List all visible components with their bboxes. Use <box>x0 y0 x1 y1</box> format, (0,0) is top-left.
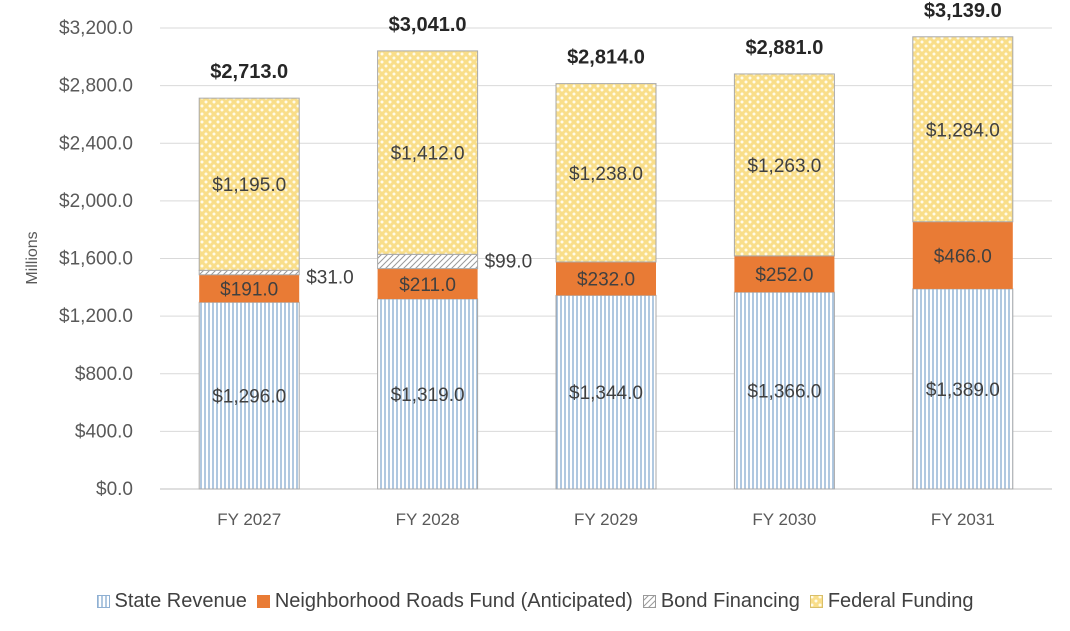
data-label-bond-financing: $99.0 <box>485 251 533 272</box>
legend-item-state-revenue: State Revenue <box>96 590 247 613</box>
data-label-state-revenue: $1,319.0 <box>391 385 465 406</box>
x-category-label: FY 2030 <box>752 510 816 529</box>
bar-segment-federal-funding <box>912 36 1014 223</box>
bars <box>198 36 1014 490</box>
y-tick-label: $1,600.0 <box>59 249 133 270</box>
legend-label-neighborhood-roads-fund: Neighborhood Roads Fund (Anticipated) <box>274 590 633 612</box>
stacked-bar-chart: $0.0 $400.0 $800.0 $1,200.0 $1,600.0 $2,000.0… <box>24 0 1052 529</box>
data-label-roads-fund: $466.0 <box>934 246 992 267</box>
data-label-roads-fund: $252.0 <box>755 265 813 286</box>
bar-segment-bond-financing <box>377 253 479 270</box>
y-tick-label: $2,800.0 <box>59 76 133 97</box>
bar-segment-federal-funding <box>555 83 657 263</box>
bar-segment-roads-fund <box>199 274 300 303</box>
y-tick-label: $2,000.0 <box>59 191 133 212</box>
bar-segment-federal-funding <box>733 73 835 257</box>
legend-item-neighborhood-roads-fund: Neighborhood Roads Fund (Anticipated) <box>256 590 633 613</box>
y-axis-title: Millions <box>24 231 41 284</box>
total-label: $2,881.0 <box>745 37 823 59</box>
y-tick-label: $800.0 <box>75 364 133 385</box>
x-category-label: FY 2029 <box>574 510 638 529</box>
data-label-state-revenue: $1,389.0 <box>926 380 1000 401</box>
total-label: $3,139.0 <box>924 0 1002 22</box>
data-label-federal-funding: $1,238.0 <box>569 164 643 185</box>
data-label-state-revenue: $1,344.0 <box>569 383 643 404</box>
bar-segment-state-revenue <box>198 301 300 490</box>
bond-financing-swatch-icon <box>642 595 656 608</box>
bar-segment-roads-fund <box>912 221 1013 289</box>
total-label: $2,814.0 <box>567 47 645 69</box>
roads-fund-swatch-icon <box>256 595 270 608</box>
y-tick-label: $1,200.0 <box>59 306 133 327</box>
bar-segment-federal-funding <box>198 97 300 271</box>
bar-segment-federal-funding <box>377 50 479 255</box>
legend-item-bond-financing: Bond Financing <box>642 590 800 613</box>
bar-segment-state-revenue <box>733 291 835 490</box>
data-label-federal-funding: $1,263.0 <box>747 156 821 177</box>
bar-segment-roads-fund <box>734 255 835 293</box>
x-category-label: FY 2031 <box>931 510 995 529</box>
data-label-federal-funding: $1,195.0 <box>212 175 286 196</box>
legend-item-federal-funding: Federal Funding <box>809 590 974 613</box>
total-label: $3,041.0 <box>389 14 467 36</box>
total-label: $2,713.0 <box>210 61 288 83</box>
y-tick-label: $400.0 <box>75 421 133 442</box>
x-category-label: FY 2028 <box>396 510 460 529</box>
data-label-federal-funding: $1,412.0 <box>391 144 465 165</box>
data-label-bond-financing: $31.0 <box>306 267 354 288</box>
bar-segment-roads-fund <box>377 268 478 299</box>
data-label-roads-fund: $191.0 <box>220 280 278 301</box>
bar-segment-bond-financing <box>198 269 300 276</box>
data-label-state-revenue: $1,296.0 <box>212 387 286 408</box>
x-category-label: FY 2027 <box>217 510 281 529</box>
data-label-federal-funding: $1,284.0 <box>926 120 1000 141</box>
y-axis-ticks: $0.0 $400.0 $800.0 $1,200.0 $1,600.0 $2,000.0… <box>59 18 133 500</box>
data-label-state-revenue: $1,366.0 <box>747 382 821 403</box>
federal-funding-swatch-icon <box>809 595 823 608</box>
y-tick-label: $3,200.0 <box>59 18 133 39</box>
legend: State Revenue Neighborhood Roads Fund (A… <box>0 590 1070 613</box>
data-label-roads-fund: $232.0 <box>577 270 635 291</box>
bar-segment-state-revenue <box>912 288 1014 490</box>
x-axis-categories: FY 2027 FY 2028 FY 2029 FY 2030 FY 2031 <box>217 510 995 529</box>
y-tick-label: $0.0 <box>96 479 133 500</box>
data-label-roads-fund: $211.0 <box>399 275 456 296</box>
y-tick-label: $2,400.0 <box>59 133 133 154</box>
bar-segment-roads-fund <box>556 261 656 296</box>
bar-segment-state-revenue <box>555 294 657 490</box>
legend-label-federal-funding: Federal Funding <box>827 590 974 612</box>
state-revenue-swatch-icon <box>96 595 110 608</box>
legend-label-bond-financing: Bond Financing <box>660 590 800 612</box>
data-labels: $1,296.0 $191.0 $31.0 $1,195.0 $2,713.0 $1,31… <box>210 0 1001 408</box>
legend-label-state-revenue: State Revenue <box>114 590 247 612</box>
